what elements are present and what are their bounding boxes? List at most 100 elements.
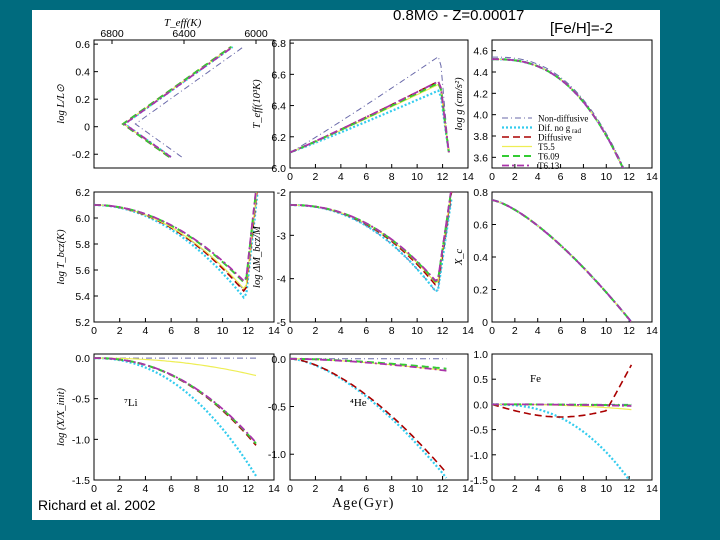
panel-li: 0 2 4 6 8 10 12 14 0.0 -0.5 -1.0 -1.5 log (X/X_init)… bbox=[56, 353, 280, 495]
y-tick-label: 6.0 bbox=[271, 163, 286, 175]
y-tick-label: -0.5 bbox=[470, 425, 488, 437]
legend-label: T6.13 bbox=[538, 161, 560, 171]
x-tick-label: 0 bbox=[91, 483, 97, 495]
y-tick-label: 6.4 bbox=[271, 101, 286, 113]
series-line-dif-no-g bbox=[290, 89, 450, 154]
y-tick-label: 0.8 bbox=[473, 187, 488, 199]
series-line-non-diffusive bbox=[492, 199, 632, 322]
x-tick-label: 12 bbox=[437, 325, 449, 337]
curve-group bbox=[290, 357, 448, 479]
x-tick-label: 10 bbox=[411, 325, 423, 337]
x-tick-label: 8 bbox=[581, 325, 587, 337]
y-tick-label: 6.8 bbox=[271, 38, 286, 50]
curve-group bbox=[492, 56, 625, 168]
x-tick-label: 8 bbox=[389, 483, 395, 495]
series-line-t5-5 bbox=[94, 357, 257, 377]
x-tick-label: 6400 bbox=[172, 28, 196, 40]
y-tick-label: 5.6 bbox=[75, 265, 90, 277]
x-axis-label: T_eff(K) bbox=[164, 17, 202, 29]
panel-frame bbox=[289, 353, 469, 481]
x-tick-label: 14 bbox=[462, 325, 474, 337]
x-tick-label: 8 bbox=[194, 325, 200, 337]
series-line-t6-13 bbox=[290, 357, 447, 372]
series-line-t6-09 bbox=[290, 81, 450, 154]
x-tick-label: 0 bbox=[489, 171, 495, 183]
series-line-t6-13 bbox=[492, 403, 632, 407]
series-line-t5-5 bbox=[492, 199, 632, 322]
y-tick-label: 4.6 bbox=[473, 46, 488, 58]
curve-group bbox=[492, 364, 633, 480]
series-line-t6-09 bbox=[492, 199, 633, 322]
x-tick-label: 4 bbox=[338, 171, 344, 183]
element-annotation: Fe bbox=[530, 373, 541, 385]
x-tick-label: 10 bbox=[600, 171, 612, 183]
y-tick-label: 0 bbox=[482, 317, 488, 329]
y-tick-label: 3.6 bbox=[473, 152, 488, 164]
x-tick-label: 0 bbox=[287, 483, 293, 495]
x-tick-label: 10 bbox=[217, 483, 229, 495]
y-tick-label: 0.0 bbox=[75, 353, 90, 365]
x-tick-label: 14 bbox=[268, 325, 280, 337]
x-tick-label: 14 bbox=[646, 483, 658, 495]
y-axis-label: log ΔM_bcz/M bbox=[252, 225, 263, 288]
y-tick-label: 1.0 bbox=[473, 349, 488, 361]
x-tick-label: 14 bbox=[462, 483, 474, 495]
x-tick-label: 0 bbox=[287, 171, 293, 183]
x-tick-label: 12 bbox=[623, 171, 635, 183]
curve-group bbox=[290, 56, 450, 154]
series-line-t5-5 bbox=[122, 46, 233, 158]
legend-subscript: rad bbox=[570, 127, 581, 135]
series-line-t6-09 bbox=[94, 357, 257, 445]
x-tick-label: 4 bbox=[535, 171, 541, 183]
series-line-t6-13 bbox=[290, 192, 452, 282]
x-tick-label: 6 bbox=[363, 325, 369, 337]
x-tick-label: 8 bbox=[194, 483, 200, 495]
age-axis-label: Age(Gyr) bbox=[332, 496, 395, 511]
y-axis-label: log g (cm/s²) bbox=[454, 77, 465, 131]
y-tick-label: 3.8 bbox=[473, 131, 488, 143]
x-tick-label: 12 bbox=[242, 483, 254, 495]
y-axis-label: X_c bbox=[454, 249, 465, 267]
figure-title: 0.8M⊙ - Z=0.00017 bbox=[393, 7, 525, 24]
series-line-dif-no-g bbox=[492, 199, 633, 322]
y-tick-label: 0.0 bbox=[473, 399, 488, 411]
y-axis-label: log L/L⊙ bbox=[56, 84, 67, 124]
y-tick-label: -1.5 bbox=[470, 475, 488, 487]
y-tick-label: 4.4 bbox=[473, 67, 488, 79]
y-tick-label: 0.4 bbox=[75, 67, 90, 79]
series-line-non-diffusive bbox=[94, 192, 258, 291]
y-tick-label: -0.5 bbox=[72, 394, 90, 406]
x-tick-label: 12 bbox=[437, 483, 449, 495]
x-tick-label: 14 bbox=[646, 325, 658, 337]
y-axis-label: log T_bcz(K) bbox=[56, 229, 67, 285]
series-line-non-diffusive bbox=[492, 56, 625, 168]
series-line-t6-09 bbox=[94, 192, 257, 284]
x-tick-label: 4 bbox=[143, 483, 149, 495]
panel-logg: 0 2 4 6 8 10 12 14 4.6 4.4 4.2 4.0 3.8 3.6 log g (cm/s… bbox=[454, 39, 658, 183]
y-tick-label: -1.5 bbox=[72, 475, 90, 487]
x-tick-label: 6 bbox=[168, 325, 174, 337]
x-tick-label: 10 bbox=[411, 483, 423, 495]
y-tick-label: 0.5 bbox=[473, 374, 488, 386]
x-tick-label: 6 bbox=[363, 171, 369, 183]
y-tick-label: 0.2 bbox=[473, 285, 488, 297]
panel-hr: 6800 6400 6000 T_eff(K) 0.6 0.4 0.2 0 -0.2 log L/… bbox=[56, 17, 275, 169]
series-line-diffusive bbox=[94, 357, 257, 446]
y-tick-label: -0.2 bbox=[72, 149, 90, 161]
y-tick-label: -2 bbox=[277, 187, 286, 199]
legend-label: Diffusive bbox=[538, 133, 572, 143]
x-tick-label: 6 bbox=[168, 483, 174, 495]
y-axis-label: T_eff(10³K) bbox=[252, 79, 263, 129]
y-tick-label: 0.6 bbox=[75, 39, 90, 51]
x-tick-label: 6000 bbox=[244, 28, 268, 40]
x-tick-label: 0 bbox=[489, 483, 495, 495]
series-line-t6-13 bbox=[94, 357, 257, 444]
x-tick-label: 2 bbox=[117, 483, 123, 495]
y-tick-label: 6.6 bbox=[271, 69, 286, 81]
legend-label: Non-diffusive bbox=[538, 114, 588, 124]
series-line-diffusive bbox=[492, 199, 633, 322]
series-line-t5-5 bbox=[94, 192, 258, 290]
series-line-dif-no-g bbox=[94, 194, 259, 300]
